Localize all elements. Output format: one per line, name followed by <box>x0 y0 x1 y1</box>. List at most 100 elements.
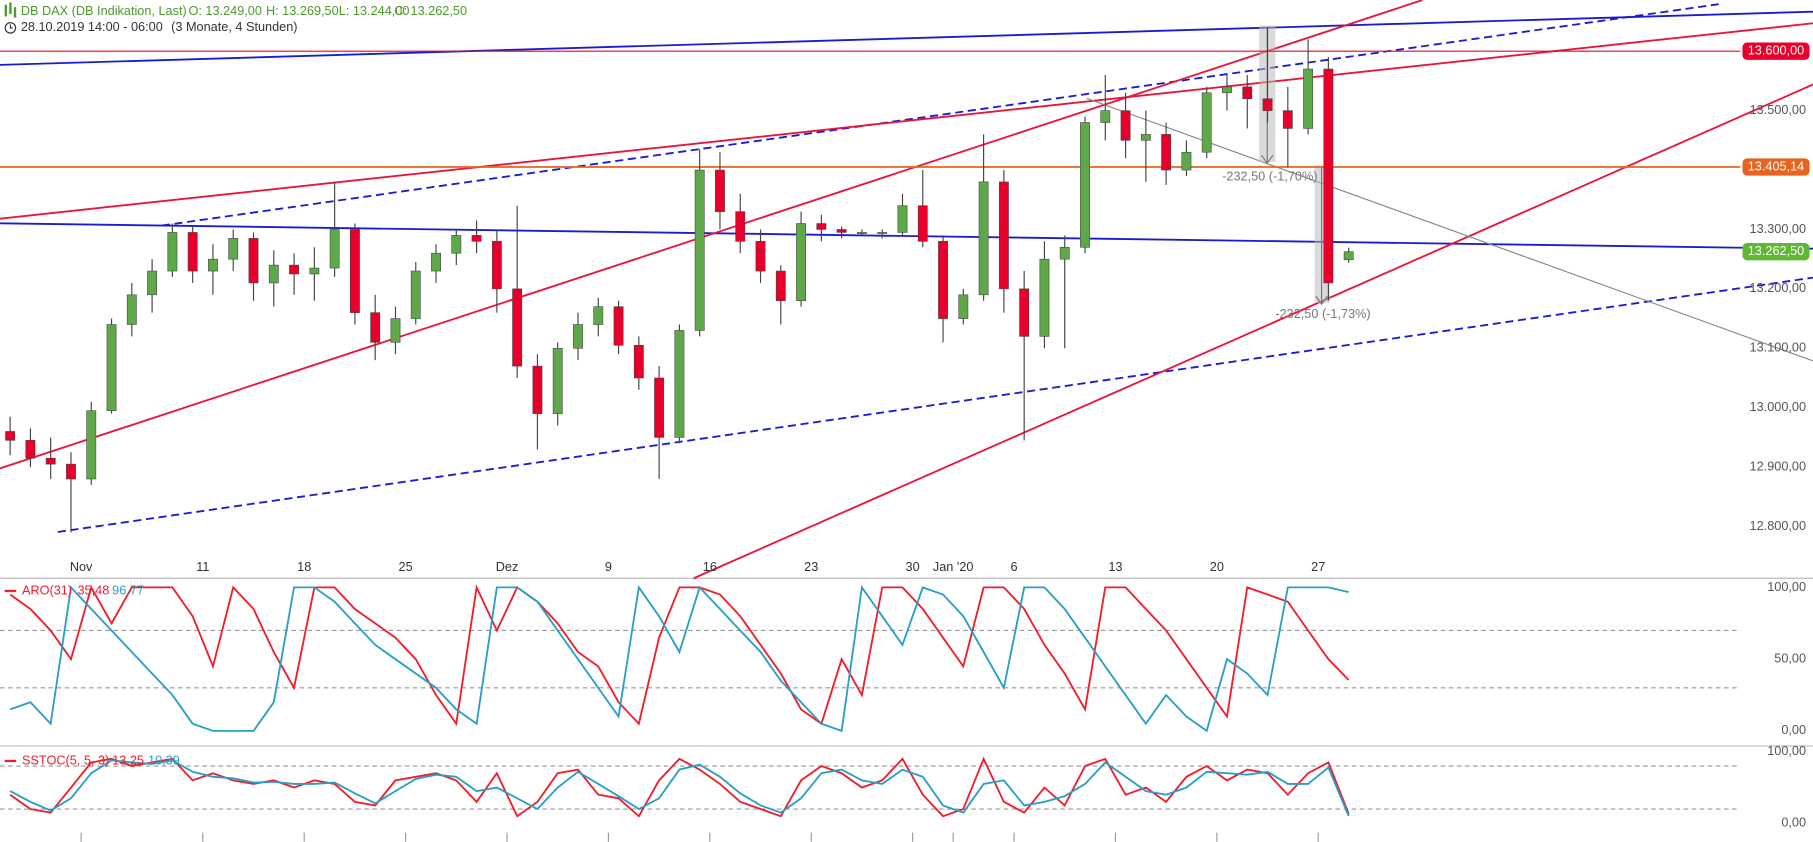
candle-body <box>694 169 705 331</box>
candle-body <box>208 258 218 272</box>
candle-body <box>147 270 158 296</box>
candle-body <box>512 288 523 367</box>
candle-body <box>431 252 441 272</box>
trendline <box>0 222 1813 250</box>
candle-body <box>1242 86 1253 100</box>
candle-body <box>1262 98 1273 111</box>
candle-body <box>998 181 1009 290</box>
indicator-line <box>9 756 1350 818</box>
candle-body <box>816 223 827 230</box>
candle-body <box>735 211 746 242</box>
x-tick-label: 6 <box>1010 559 1017 574</box>
candle-body <box>471 235 482 242</box>
candle-body <box>877 232 888 234</box>
candle-body <box>796 223 806 302</box>
level-label: 13.600,00 <box>1748 43 1805 58</box>
last-price-label: 13.262,50 <box>1748 243 1805 258</box>
candle-body <box>491 241 502 290</box>
candle-body <box>25 440 36 459</box>
x-tick-label: 30 <box>906 559 920 574</box>
trendline <box>0 0 1423 470</box>
x-tick-label: Dez <box>496 559 519 574</box>
candle-body <box>1201 92 1212 153</box>
level-label: 13.405,14 <box>1748 158 1805 173</box>
level-box <box>1742 42 1810 60</box>
y-tick-label: 13.200,00 <box>1750 280 1807 295</box>
candle-body <box>289 264 299 275</box>
trendline <box>0 10 1813 66</box>
candle-body <box>897 205 908 233</box>
clock-icon <box>4 22 17 34</box>
x-tick-label: 25 <box>399 559 413 574</box>
y-tick-label: 13.300,00 <box>1750 221 1807 236</box>
period: 28.10.2019 14:00 - 06:00 <box>21 19 163 34</box>
candle-body <box>1161 134 1172 171</box>
x-tick-label: Jan '20 <box>933 559 974 574</box>
trendline <box>161 2 1723 227</box>
candle-body <box>1120 110 1131 141</box>
candle-body <box>66 463 76 480</box>
x-tick-label: 11 <box>196 559 209 574</box>
candle-body <box>1019 288 1030 337</box>
measure-arrow <box>1315 167 1328 306</box>
candle-body <box>836 229 847 233</box>
candle-body <box>633 345 644 379</box>
y-tick-label: 50,00 <box>1774 651 1806 666</box>
candle-body <box>532 365 543 414</box>
candle-body <box>1323 68 1334 284</box>
legend-value: 96,77 <box>112 582 144 597</box>
candle-body <box>451 235 462 254</box>
x-tick-label: 23 <box>804 559 818 574</box>
candle-body <box>1100 110 1111 123</box>
candle-body <box>1343 251 1354 261</box>
x-tick-label: 20 <box>1210 559 1224 574</box>
trendline <box>57 276 1813 533</box>
ohlc-close: C: 13.262,50 <box>394 3 467 18</box>
instrument-title: DB DAX (DB Indikation, Last) <box>21 3 187 18</box>
candle-body <box>573 324 583 349</box>
y-tick-label: 13.500,00 <box>1750 102 1807 117</box>
indicator-line <box>9 759 1350 817</box>
candle-body <box>1222 86 1232 94</box>
candle-body <box>106 324 117 411</box>
x-tick-label: 9 <box>605 559 612 574</box>
candle-body <box>86 410 97 480</box>
candle-body <box>775 270 786 302</box>
y-tick-label: 13.100,00 <box>1750 340 1807 355</box>
candle-body <box>593 306 604 325</box>
candle-body <box>410 270 421 319</box>
candle-body <box>654 377 665 438</box>
candle-body <box>1140 134 1151 141</box>
candle-body <box>370 312 381 343</box>
candle-body <box>228 238 239 260</box>
candle-body <box>268 264 279 284</box>
ohlc-low: L: 13.244,00 <box>339 3 410 18</box>
candle-body <box>1303 68 1314 129</box>
period-range: (3 Monate, 4 Stunden) <box>171 19 297 34</box>
last-price-box <box>1742 243 1810 261</box>
candle-body <box>45 457 56 465</box>
candle-body <box>390 318 401 343</box>
x-tick-label: Nov <box>70 559 93 574</box>
indicator-line <box>9 584 1349 733</box>
candle-body <box>187 232 198 272</box>
clock-icon <box>9 24 13 29</box>
indicator-line <box>9 584 1350 727</box>
candle-body <box>715 169 725 212</box>
candle-body <box>309 267 320 275</box>
candle-body <box>958 294 969 319</box>
x-tick-label: 16 <box>703 559 717 574</box>
indicator-title: ARO(31) <box>22 582 72 597</box>
candle-body <box>613 306 624 346</box>
y-tick-label: 100,00 <box>1767 743 1806 758</box>
annotation: -232,50 (-1,70%) <box>1222 168 1317 183</box>
x-tick-label: 18 <box>297 559 311 574</box>
candle-body <box>978 181 989 296</box>
candle-body <box>552 347 563 414</box>
x-tick-label: 13 <box>1108 559 1122 574</box>
candle-body <box>126 294 137 325</box>
legend-value: 13,25 <box>112 752 144 767</box>
candle-body <box>1080 122 1090 248</box>
